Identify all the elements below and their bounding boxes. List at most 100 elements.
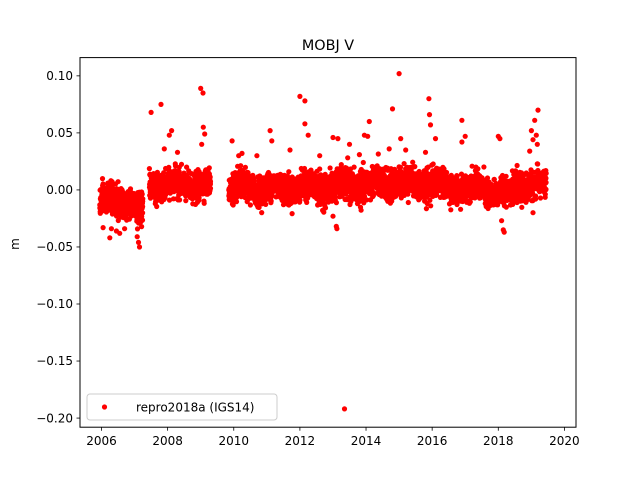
data-point-outlier xyxy=(108,226,114,232)
data-point xyxy=(533,193,539,199)
data-point xyxy=(122,226,128,232)
data-point-outlier xyxy=(341,406,348,412)
data-point xyxy=(140,210,146,216)
data-point xyxy=(140,204,146,210)
data-point xyxy=(345,155,351,161)
data-point xyxy=(268,198,274,204)
data-point-outlier xyxy=(174,149,181,155)
data-point-outlier xyxy=(202,131,208,137)
data-point-outlier xyxy=(530,210,536,216)
data-point xyxy=(458,206,464,212)
data-point xyxy=(428,203,434,209)
data-point-outlier xyxy=(305,132,311,138)
data-point-outlier xyxy=(267,128,273,134)
data-point-outlier xyxy=(432,136,439,142)
x-tick-label: 2012 xyxy=(285,434,316,448)
y-axis-label: m xyxy=(8,238,22,250)
data-point xyxy=(146,166,152,172)
data-point xyxy=(247,202,253,208)
data-point xyxy=(178,161,185,167)
data-point-outlier xyxy=(297,93,303,99)
data-point-outlier xyxy=(459,139,465,145)
x-tick-label: 2018 xyxy=(483,434,514,448)
data-point xyxy=(140,196,146,202)
y-tick-label: −0.20 xyxy=(36,411,73,425)
data-point xyxy=(259,210,265,216)
data-point-outlier xyxy=(134,234,140,240)
data-point-outlier xyxy=(356,152,362,158)
data-point xyxy=(139,191,145,197)
data-point-outlier xyxy=(396,71,402,77)
x-tick-label: 2016 xyxy=(417,434,448,448)
data-point xyxy=(177,197,183,203)
data-point xyxy=(327,165,333,171)
data-point-outlier xyxy=(426,112,433,118)
data-point xyxy=(100,181,106,187)
data-point-outlier xyxy=(422,149,429,155)
data-point-outlier xyxy=(198,85,204,91)
data-point xyxy=(375,151,381,157)
x-tick-label: 2010 xyxy=(218,434,249,448)
data-point-outlier xyxy=(287,147,293,153)
data-point xyxy=(286,169,292,175)
data-point-outlier xyxy=(117,230,123,236)
y-tick-label: −0.15 xyxy=(36,354,73,368)
data-point xyxy=(207,185,214,191)
data-point xyxy=(444,169,450,176)
data-point xyxy=(115,179,121,185)
data-point-outlier xyxy=(136,244,143,250)
data-point-outlier xyxy=(365,133,371,139)
chart-title: MOBJ V xyxy=(302,38,354,54)
data-point xyxy=(196,195,202,201)
data-point xyxy=(358,207,364,213)
data-point xyxy=(475,166,481,172)
data-point xyxy=(256,204,262,210)
data-point xyxy=(99,176,106,182)
data-point-outlier xyxy=(528,128,535,134)
data-point-outlier xyxy=(135,239,142,245)
data-point-outlier xyxy=(530,137,536,143)
data-point-outlier xyxy=(398,136,404,142)
data-point-outlier xyxy=(535,107,541,113)
data-point-outlier xyxy=(330,134,336,141)
data-point-outlier xyxy=(254,153,260,159)
y-tick-label: 0.00 xyxy=(46,183,73,197)
data-point xyxy=(166,164,172,170)
data-point-outlier xyxy=(166,132,172,138)
data-point-outlier xyxy=(330,213,336,219)
data-point xyxy=(537,195,544,201)
data-point-outlier xyxy=(462,133,468,139)
data-point-outlier xyxy=(200,90,206,96)
data-point xyxy=(263,201,269,207)
data-point-outlier xyxy=(334,226,340,232)
data-point-outlier xyxy=(534,141,540,147)
data-point xyxy=(535,161,541,167)
data-point xyxy=(360,159,366,166)
data-point-outlier xyxy=(302,121,308,127)
data-point-outlier xyxy=(532,117,538,123)
data-point xyxy=(448,207,454,213)
data-point-outlier xyxy=(389,106,396,112)
data-point xyxy=(289,211,295,217)
data-point-outlier xyxy=(499,218,505,224)
data-point-outlier xyxy=(158,101,164,107)
data-point-outlier xyxy=(527,148,533,154)
data-point xyxy=(166,197,173,203)
legend-marker xyxy=(101,404,108,410)
data-point xyxy=(543,186,549,192)
y-tick-label: −0.05 xyxy=(36,240,73,254)
x-tick-label: 2020 xyxy=(549,434,580,448)
data-points xyxy=(97,71,549,412)
data-point xyxy=(206,165,212,171)
data-point xyxy=(317,166,323,172)
data-point-outlier xyxy=(161,146,167,152)
y-tick-label: 0.05 xyxy=(46,126,73,140)
x-tick-label: 2006 xyxy=(86,434,117,448)
legend-label: repro2018a (IGS14) xyxy=(136,401,254,415)
data-point-outlier xyxy=(426,96,432,102)
y-tick-label: −0.10 xyxy=(36,297,73,311)
data-point xyxy=(154,203,160,210)
data-point-outlier xyxy=(302,98,308,104)
data-point xyxy=(430,161,436,167)
